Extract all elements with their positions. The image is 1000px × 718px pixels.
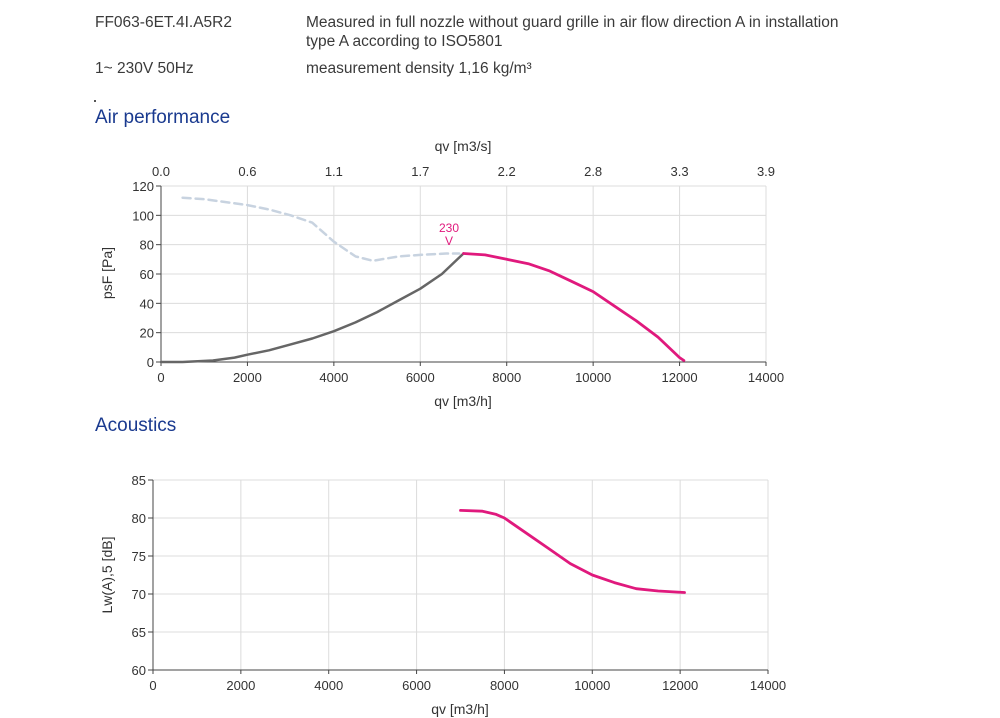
x-tick-label: 6000 <box>406 370 435 385</box>
top-tick-label: 3.9 <box>757 164 775 179</box>
x-tick-label: 12000 <box>662 678 698 693</box>
x-tick-label: 10000 <box>574 678 610 693</box>
x-tick-label: 14000 <box>750 678 786 693</box>
air-axes: 0 2000 4000 6000 8000 10000 12000 14000 0 20 40 60 8… <box>132 164 784 385</box>
x-tick-label: 2000 <box>226 678 255 693</box>
model-code: FF063-6ET.4I.A5R2 <box>95 14 232 31</box>
top-tick-label: 2.2 <box>498 164 516 179</box>
supply-spec: 1~ 230V 50Hz <box>95 60 194 77</box>
y-tick-label: 70 <box>132 587 146 602</box>
x-tick-label: 10000 <box>575 370 611 385</box>
x-tick-label: 0 <box>149 678 156 693</box>
top-tick-label: 2.8 <box>584 164 602 179</box>
y-tick-label: 65 <box>132 625 146 640</box>
measurement-line-1: Measured in full nozzle without guard gr… <box>306 14 839 31</box>
y-tick-label: 80 <box>140 238 154 253</box>
air-x-axis-label: qv [m3/h] <box>434 393 492 409</box>
air-annotation-230: 230 <box>439 221 459 235</box>
ac-y-axis-label: Lw(A),5 [dB] <box>99 536 115 613</box>
air-top-axis-label: qv [m3/s] <box>435 138 492 154</box>
x-tick-label: 2000 <box>233 370 262 385</box>
ac-series <box>459 508 686 594</box>
y-tick-label: 75 <box>132 549 146 564</box>
y-tick-label: 100 <box>132 208 154 223</box>
x-tick-label: 8000 <box>490 678 519 693</box>
ac-axes: 0 2000 4000 6000 8000 10000 12000 14000 60 65 70 75… <box>132 473 787 693</box>
top-tick-label: 1.1 <box>325 164 343 179</box>
top-tick-label: 3.3 <box>671 164 689 179</box>
section-title-air-performance: Air performance <box>95 107 231 128</box>
x-tick-label: 12000 <box>661 370 697 385</box>
x-tick-label: 6000 <box>402 678 431 693</box>
separator-dot <box>94 100 96 102</box>
series-line-solid-magenta <box>459 508 686 594</box>
measurement-density: measurement density 1,16 kg/m³ <box>306 60 532 77</box>
ac-grid <box>153 479 769 670</box>
top-tick-label: 0.6 <box>238 164 256 179</box>
ac-x-axis-label: qv [m3/h] <box>431 701 489 717</box>
top-tick-label: 0.0 <box>152 164 170 179</box>
x-tick-label: 4000 <box>319 370 348 385</box>
air-y-axis-label: psF [Pa] <box>99 247 115 299</box>
x-tick-label: 4000 <box>314 678 343 693</box>
section-title-acoustics: Acoustics <box>95 415 177 436</box>
air-annotation-v: V <box>445 234 453 248</box>
x-tick-label: 0 <box>157 370 164 385</box>
y-tick-label: 0 <box>147 355 154 370</box>
series-line-dashed-light <box>181 196 461 263</box>
series-line-solid-magenta <box>462 252 686 362</box>
x-tick-label: 8000 <box>492 370 521 385</box>
y-tick-label: 60 <box>140 267 154 282</box>
y-tick-label: 40 <box>140 296 154 311</box>
y-tick-label: 85 <box>132 473 146 488</box>
series-line-solid-gray <box>159 252 465 364</box>
air-grid <box>161 185 767 362</box>
air-series <box>159 196 686 364</box>
y-tick-label: 120 <box>132 179 154 194</box>
y-tick-label: 20 <box>140 326 154 341</box>
x-tick-label: 14000 <box>748 370 784 385</box>
y-tick-label: 80 <box>132 511 146 526</box>
top-tick-label: 1.7 <box>411 164 429 179</box>
y-tick-label: 60 <box>132 663 146 678</box>
measurement-line-2: type A according to ISO5801 <box>306 33 503 50</box>
